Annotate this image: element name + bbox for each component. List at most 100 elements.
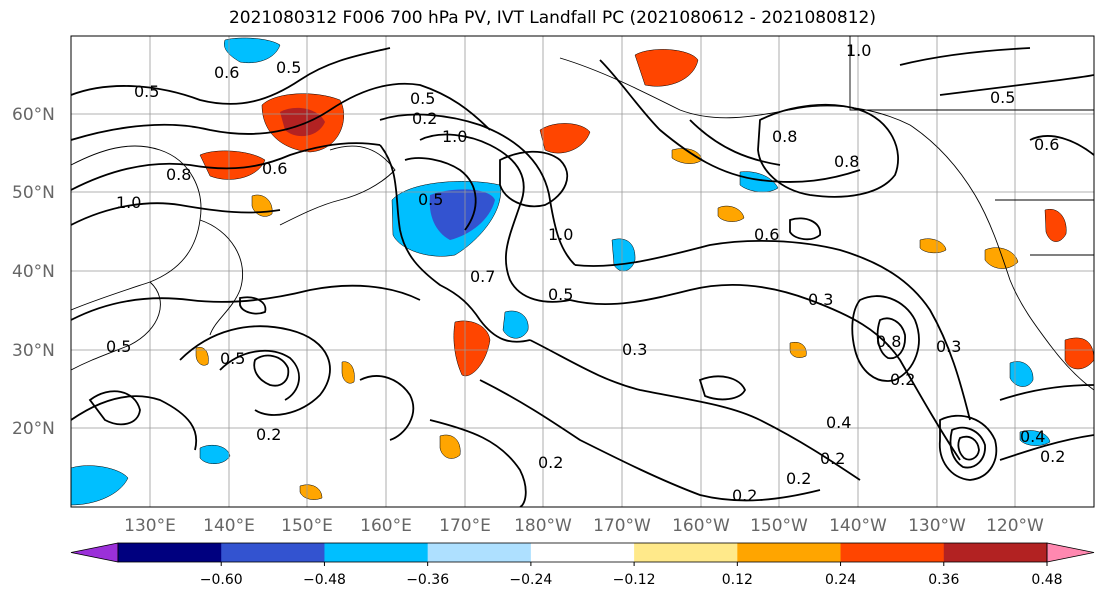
pv-shading <box>71 37 1094 506</box>
svg-text:0.6: 0.6 <box>754 225 779 244</box>
neg-anomaly-blob <box>1009 361 1034 387</box>
colorbar: −0.60 −0.48 −0.36 −0.24 −0.12 0.12 0.24 0.36 0.4… <box>70 542 1095 588</box>
colorbar-segment <box>427 543 532 562</box>
colorbar-tick-label: 0.36 <box>928 572 959 588</box>
svg-text:0.2: 0.2 <box>786 469 811 488</box>
svg-text:0.8: 0.8 <box>876 332 901 351</box>
svg-text:0.6: 0.6 <box>1034 135 1059 154</box>
svg-text:0.2: 0.2 <box>538 453 563 472</box>
pos-anomaly-blob <box>195 347 209 366</box>
svg-text:0.2: 0.2 <box>890 370 915 389</box>
svg-text:20°N: 20°N <box>12 419 55 439</box>
svg-text:0.2: 0.2 <box>256 425 281 444</box>
svg-text:0.3: 0.3 <box>622 340 647 359</box>
colorbar-tick-label: −0.60 <box>200 572 243 588</box>
pos-anomaly-blob <box>634 49 699 87</box>
colorbar-tick-label: 0.24 <box>825 572 856 588</box>
svg-text:130°E: 130°E <box>124 516 176 536</box>
pos-anomaly-blob <box>439 434 461 459</box>
svg-text:120°W: 120°W <box>986 516 1044 536</box>
pos-anomaly-blob <box>341 361 355 384</box>
colorbar-segment <box>1046 542 1095 563</box>
coastlines <box>71 36 1094 391</box>
colorbar-tick-label: −0.24 <box>509 572 552 588</box>
colorbar-segment <box>737 543 842 562</box>
neg-anomaly-blob <box>502 310 529 339</box>
svg-text:0.5: 0.5 <box>276 58 301 77</box>
svg-text:140°W: 140°W <box>829 516 887 536</box>
colorbar-segment <box>324 543 429 562</box>
svg-text:0.6: 0.6 <box>262 159 287 178</box>
svg-text:0.2: 0.2 <box>1040 447 1065 466</box>
pos-anomaly-blob <box>984 247 1019 269</box>
svg-text:170°E: 170°E <box>439 516 491 536</box>
svg-text:1.0: 1.0 <box>442 127 467 146</box>
colorbar-segment <box>118 543 222 562</box>
svg-text:0.8: 0.8 <box>834 152 859 171</box>
plot-frame <box>70 35 1095 508</box>
colorbar-segment <box>840 543 945 562</box>
svg-text:0.2: 0.2 <box>820 449 845 468</box>
colorbar-tick-label: 0.12 <box>722 572 753 588</box>
colorbar-segment <box>634 543 738 562</box>
lon-labels: 130°E 140°E 150°E 160°E 170°E 180°W 170°… <box>124 516 1044 536</box>
svg-text:160°W: 160°W <box>672 516 730 536</box>
svg-text:0.5: 0.5 <box>548 285 573 304</box>
svg-text:170°W: 170°W <box>593 516 651 536</box>
svg-text:160°E: 160°E <box>360 516 412 536</box>
svg-text:1.0: 1.0 <box>846 41 871 60</box>
svg-text:0.5: 0.5 <box>418 190 443 209</box>
pos-anomaly-blob <box>1044 208 1067 242</box>
lat-labels: 60°N 50°N 40°N 30°N 20°N <box>12 105 55 439</box>
svg-text:0.5: 0.5 <box>410 89 435 108</box>
svg-text:130°W: 130°W <box>908 516 966 536</box>
svg-text:0.3: 0.3 <box>936 337 961 356</box>
pos-anomaly-blob <box>717 205 745 222</box>
colorbar-segment <box>70 542 119 563</box>
svg-text:60°N: 60°N <box>12 105 55 125</box>
svg-text:1.0: 1.0 <box>548 225 573 244</box>
svg-text:0.5: 0.5 <box>134 82 159 101</box>
colorbar-tick-label: −0.48 <box>303 572 346 588</box>
colorbar-tick-label: −0.36 <box>406 572 449 588</box>
neg-anomaly-blob <box>224 37 281 63</box>
plot-area <box>71 36 1094 507</box>
neg-anomaly-blob <box>199 445 231 464</box>
graticule <box>71 36 1094 507</box>
pos-anomaly-blob <box>299 484 323 500</box>
pos-anomaly-blob <box>539 123 591 154</box>
colorbar-segment <box>943 543 1048 562</box>
svg-text:0.2: 0.2 <box>732 486 757 505</box>
svg-text:140°E: 140°E <box>203 516 255 536</box>
svg-text:0.5: 0.5 <box>106 337 131 356</box>
svg-text:0.4: 0.4 <box>826 413 851 432</box>
colorbar-segment <box>530 543 635 562</box>
svg-text:0.4: 0.4 <box>1020 427 1045 446</box>
svg-text:0.8: 0.8 <box>166 165 191 184</box>
contour-labels: 0.6 0.5 0.5 0.2 1.0 1.0 0.8 0.8 0.6 0.8 … <box>106 41 1065 505</box>
svg-text:0.8: 0.8 <box>772 127 797 146</box>
svg-text:50°N: 50°N <box>12 183 55 203</box>
svg-text:0.2: 0.2 <box>412 109 437 128</box>
svg-text:180°W: 180°W <box>514 516 572 536</box>
svg-text:30°N: 30°N <box>12 341 55 361</box>
svg-text:1.0: 1.0 <box>116 193 141 212</box>
colorbar-tick-label: −0.12 <box>613 572 656 588</box>
svg-text:150°E: 150°E <box>281 516 333 536</box>
neg-anomaly-blob <box>1019 430 1051 446</box>
svg-text:0.5: 0.5 <box>990 88 1015 107</box>
svg-text:0.7: 0.7 <box>470 267 495 286</box>
neg-anomaly-blob <box>71 465 129 506</box>
svg-text:0.5: 0.5 <box>220 349 245 368</box>
svg-text:0.3: 0.3 <box>808 290 833 309</box>
pos-anomaly-blob <box>919 238 947 254</box>
neg-anomaly-blob <box>739 171 779 193</box>
svg-text:0.6: 0.6 <box>214 63 239 82</box>
colorbar-tick-label: 0.48 <box>1031 572 1062 588</box>
pos-anomaly-blob <box>199 150 266 180</box>
map-title: 2021080312 F006 700 hPa PV, IVT Landfall… <box>228 8 876 28</box>
neg-anomaly-blob <box>429 189 495 240</box>
colorbar-frame <box>117 542 1048 563</box>
svg-text:40°N: 40°N <box>12 262 55 282</box>
